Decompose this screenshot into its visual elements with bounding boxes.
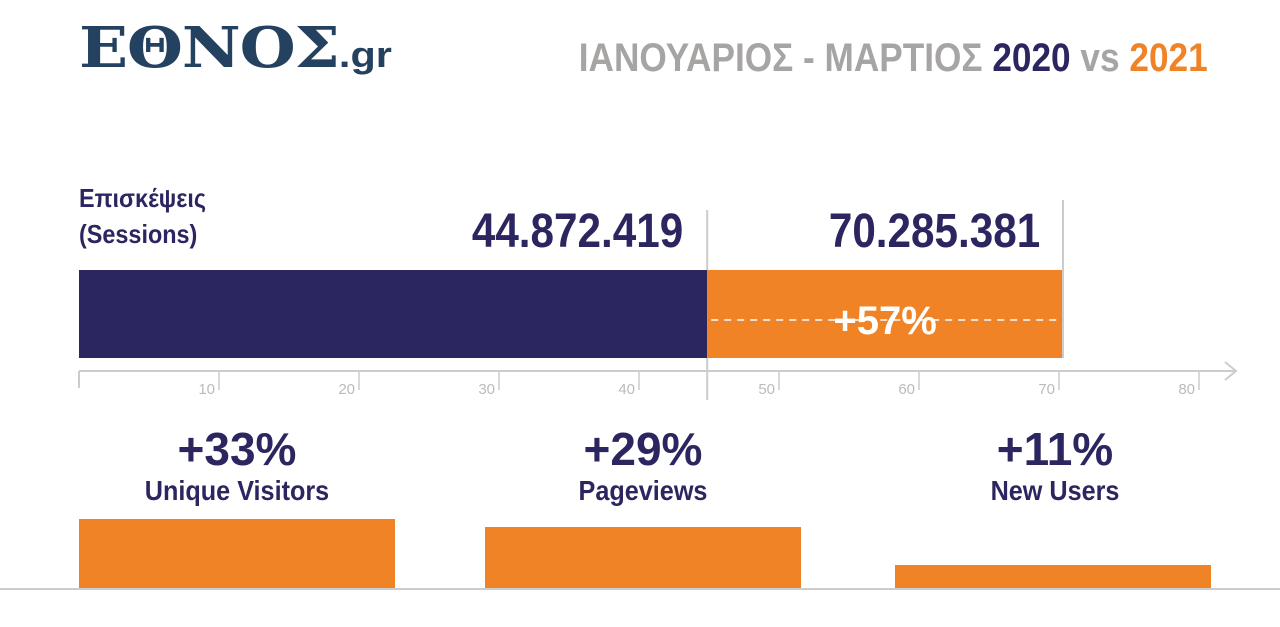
logo-suffix: .gr (338, 34, 392, 75)
title-year-2020: 2020 (992, 36, 1071, 80)
bar-2021 (707, 270, 1063, 358)
baseline (0, 588, 1280, 590)
x-tick-label: 60 (898, 381, 915, 398)
stat-percent: +33% (177, 423, 297, 475)
sessions-2021-value: 70.285.381 (828, 205, 1040, 258)
sessions-2020-value: 44.872.419 (471, 205, 683, 258)
sessions-label-greek: Επισκέψεις (79, 183, 207, 213)
x-tick-label: 30 (478, 381, 495, 398)
stat-new-users: +11% New Users (895, 424, 1215, 508)
sessions-label-english: (Sessions) (79, 219, 198, 249)
title-vs: vs (1080, 36, 1120, 80)
x-tick-label: 40 (618, 381, 635, 398)
stat-percent: +11% (996, 423, 1114, 475)
x-tick-label: 10 (198, 381, 215, 398)
logo-text: ΕΘΝΟΣ (79, 15, 340, 81)
ethnos-logo: ΕΘΝΟΣ.gr (79, 18, 392, 85)
page-title: ΙΑΝΟΥΑΡΙΟΣ - ΜΑΡΤΙΟΣ 2020 vs 2021 (579, 36, 1208, 81)
title-period: ΙΑΝΟΥΑΡΙΟΣ - ΜΑΡΤΙΟΣ (579, 36, 983, 80)
x-tick-label: 50 (758, 381, 775, 398)
stat-percent: +29% (583, 423, 703, 475)
stat-pageviews: +29% Pageviews (483, 424, 803, 508)
sessions-label: Επισκέψεις (Sessions) (79, 180, 206, 252)
stat-name: Unique Visitors (144, 475, 330, 506)
title-year-2021: 2021 (1129, 36, 1208, 80)
stat-name: New Users (990, 475, 1120, 506)
x-tick-label: 20 (338, 381, 355, 398)
stat-bar (79, 518, 395, 588)
x-axis-arrow (1224, 361, 1238, 381)
x-tick-label: 80 (1178, 381, 1195, 398)
sessions-change-label: +57% (833, 299, 936, 343)
stat-bar (895, 564, 1211, 588)
stat-name: Pageviews (578, 475, 708, 506)
bar-2020 (79, 270, 708, 358)
stat-bar (485, 527, 801, 588)
x-tick-label: 70 (1038, 381, 1055, 398)
sessions-chart: 10 20 30 40 50 60 70 80 +57% (78, 200, 1238, 400)
stat-unique-visitors: +33% Unique Visitors (77, 424, 397, 508)
